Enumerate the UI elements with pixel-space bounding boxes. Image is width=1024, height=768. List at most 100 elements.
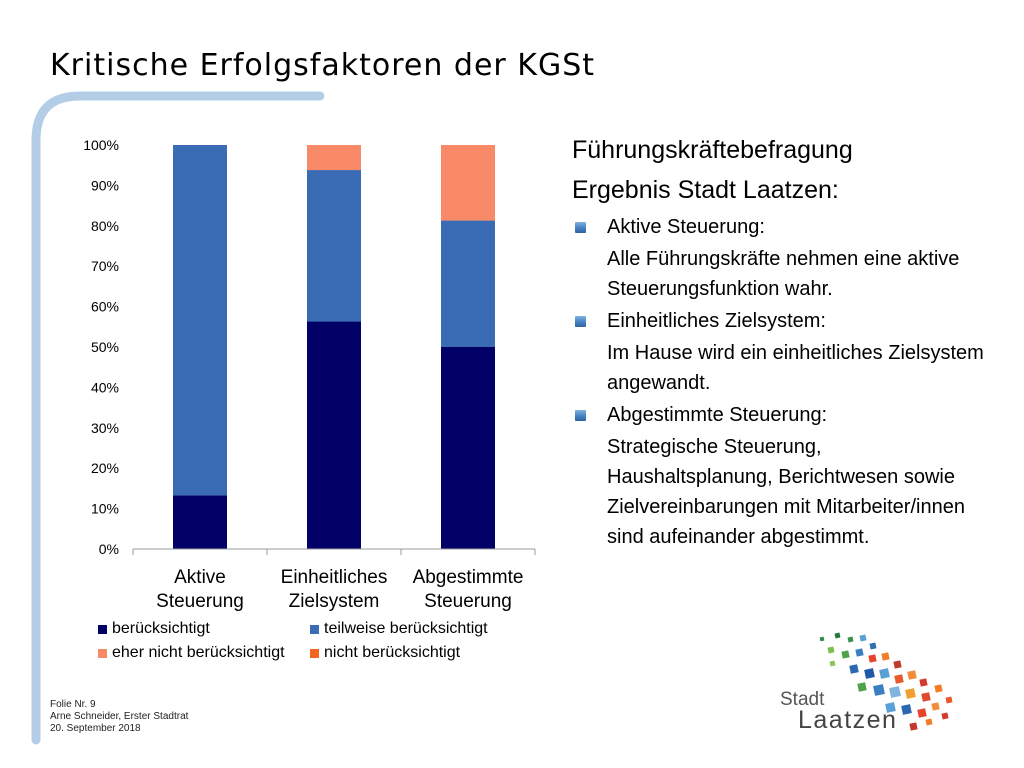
bar-segment [173,495,227,549]
bullet-description: Strategische Steuerung, Haushaltsplanung… [607,436,965,548]
bullet-item: Aktive Steuerung: [572,214,992,240]
y-tick-label: 100% [83,137,119,153]
bar-segment [173,145,227,496]
logo-square [857,682,867,692]
title-swoosh-decoration [31,91,325,745]
bullet-square-icon [575,410,586,421]
bar-segment [441,145,495,221]
bar-segment [307,321,361,549]
logo-square [917,708,927,718]
slide-title: Kritische Erfolgsfaktoren der KGSt [50,48,595,83]
bar-segment [441,220,495,347]
legend-item: nicht berücksichtigt [310,644,538,662]
presentation-date: 20. September 2018 [50,723,141,734]
slide-number: Folie Nr. 9 [50,699,96,710]
logo-square [885,702,896,713]
logo-square [934,684,943,693]
legend-label: eher nicht berücksichtigt [112,644,285,661]
y-tick-label: 30% [91,420,119,436]
x-axis-labels: Aktive Steuerung Einheitliches Zielsystem Ab… [156,567,523,612]
logo-square [881,652,890,661]
y-tick-label: 50% [91,339,119,355]
bar-segment [307,145,361,171]
logo-square [859,634,867,642]
logo-square [893,660,902,669]
chart-bars [173,145,495,549]
logo-square [909,722,918,731]
y-axis: 0% 10% 20% 30% 40% 50% 60% 70% 80% 90% 100% [83,137,119,557]
logo-square [829,660,836,667]
logo-square [945,696,953,704]
y-tick-label: 20% [91,460,119,476]
x-tick-label: Aktive [174,567,226,588]
logo-square [907,670,917,680]
bar-segment [307,170,361,322]
chart-legend: berücksichtigt teilweise berücksichtigt … [98,620,538,662]
logo-square [869,642,877,650]
y-tick-label: 60% [91,299,119,315]
logo-square [873,684,885,696]
bullet-label: Aktive Steuerung: [607,216,765,238]
logo-square [827,646,835,654]
result-heading: Ergebnis Stadt Laatzen: [572,176,839,204]
bullet-item: Einheitliches Zielsystem: [572,308,992,334]
logo-square [931,702,940,711]
logo-square [849,664,859,674]
logo-text-stadt: Stadt [780,689,825,710]
legend-swatch [98,624,107,634]
logo-square [841,650,850,659]
logo-square [864,668,875,679]
slide-footer: Folie Nr. 9 Arne Schneider, Erster Stadt… [50,699,188,735]
logo-square [894,674,904,684]
logo-square [847,636,854,643]
stacked-bar-chart: 0% 10% 20% 30% 40% 50% 60% 70% 80% 90% 100% Aktive… [83,137,536,612]
logo-square [925,718,933,726]
x-tick-label: Steuerung [156,591,244,612]
logo-square [868,654,877,663]
x-tick-label: Steuerung [424,591,512,612]
logo-mosaic-icon [819,632,953,731]
y-tick-label: 40% [91,379,119,395]
legend-label: berücksichtigt [112,620,210,637]
logo-square [901,704,912,715]
y-tick-label: 80% [91,218,119,234]
x-tick-label: Abgestimmte [413,567,524,588]
x-tick-label: Zielsystem [289,591,380,612]
bullet-item: Abgestimmte Steuerung: [572,402,992,428]
presenter-name: Arne Schneider, Erster Stadtrat [50,711,189,722]
legend-swatch [98,648,107,658]
bullet-square-icon [575,316,586,327]
y-tick-label: 90% [91,177,119,193]
logo-square [819,636,825,642]
logo-square [879,668,890,679]
logo-square [855,648,864,657]
legend-item: berücksichtigt [98,620,310,638]
bullet-label: Einheitliches Zielsystem: [607,310,826,332]
bullet-description: Alle Führungskräfte nehmen eine aktive S… [607,248,960,300]
legend-label: nicht berücksichtigt [324,644,461,661]
logo-square [921,692,931,702]
stadt-laatzen-logo: Stadt Laatzen [780,632,953,734]
logo-square [919,678,928,687]
survey-heading: Führungskräftebefragung [572,136,853,164]
legend-swatch [310,648,319,658]
bullet-square-icon [575,222,586,233]
bar-segment [441,347,495,549]
y-tick-label: 70% [91,258,119,274]
y-tick-label: 0% [99,541,119,557]
logo-square [941,712,949,720]
x-axis [132,548,536,555]
logo-square [834,632,841,639]
result-text-block: Führungskräftebefragung Ergebnis Stadt L… [572,130,992,556]
bullet-description: Im Hause wird ein einheitliches Zielsyst… [607,342,984,394]
x-tick-label: Einheitliches [281,567,388,588]
legend-item: eher nicht berücksichtigt [98,644,310,662]
bullet-label: Abgestimmte Steuerung: [607,404,828,426]
legend-item: teilweise berücksichtigt [310,620,538,638]
logo-square [889,686,901,698]
legend-swatch [310,624,319,634]
legend-label: teilweise berücksichtigt [324,620,488,637]
logo-text-laatzen: Laatzen [798,706,897,734]
y-tick-label: 10% [91,501,119,517]
logo-square [905,688,916,699]
